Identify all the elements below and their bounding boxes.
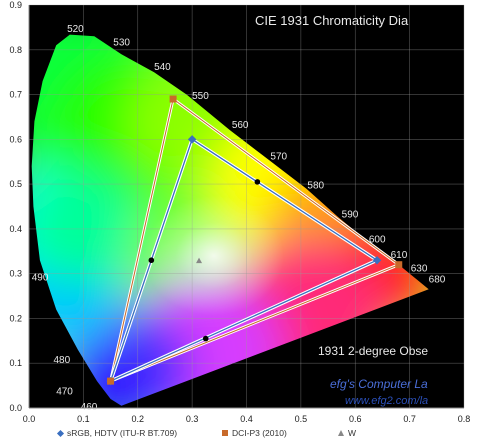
square-icon: [222, 430, 228, 436]
wavelength-label: 570: [270, 151, 287, 162]
legend: sRGB, HDTV (ITU-R BT.709) DCI-P3 (2010) …: [50, 428, 470, 442]
x-tick-label: 0.3: [186, 414, 199, 424]
wavelength-label: 610: [391, 250, 408, 261]
watermark-line-1: efg's Computer La: [330, 377, 428, 391]
triangle-icon: [338, 430, 344, 436]
white-point: [196, 257, 203, 264]
y-tick-label: 0.4: [9, 224, 22, 234]
y-tick-label: 0.2: [9, 313, 22, 323]
grid-lines: [29, 4, 465, 408]
wavelength-label: 550: [192, 91, 209, 102]
wavelength-label: 590: [342, 210, 359, 221]
wavelength-label: 630: [411, 263, 428, 274]
srgb-point: [187, 135, 197, 144]
x-tick-label: 0.0: [23, 414, 36, 424]
diamond-icon: [56, 429, 65, 437]
chart-subtitle: 1931 2-degree Obse: [318, 344, 428, 358]
legend-label-srgb: sRGB, HDTV (ITU-R BT.709): [67, 428, 178, 438]
wavelength-label: 540: [154, 62, 171, 73]
wavelength-label: 490: [32, 272, 49, 283]
x-tick-label: 0.5: [295, 414, 308, 424]
y-tick-label: 0.6: [9, 134, 22, 144]
x-tick-label: 0.6: [349, 414, 362, 424]
dci-p3-point: [107, 377, 115, 385]
wavelength-label: 600: [369, 234, 386, 245]
wavelength-label: 560: [232, 120, 249, 131]
srgb-point: [372, 255, 382, 265]
black-point: [254, 179, 261, 185]
wavelength-label: 480: [53, 355, 70, 366]
y-axis-ticks: 0.0 0.1 0.2 0.3 0.4 0.5 0.6 0.7 0.8 0.9: [9, 0, 22, 413]
y-tick-label: 0.1: [9, 358, 22, 368]
legend-item-srgb: sRGB, HDTV (ITU-R BT.709): [56, 428, 178, 438]
data-points: [106, 95, 403, 386]
x-tick-label: 0.8: [458, 414, 471, 424]
y-tick-label: 0.9: [9, 0, 22, 10]
legend-item-white: W: [338, 428, 356, 438]
watermark-line-2: www.efg2.com/la: [345, 395, 428, 407]
black-point: [148, 257, 155, 264]
y-tick-label: 0.0: [9, 403, 22, 413]
wavelength-label: 530: [113, 37, 130, 48]
legend-label-white: W: [348, 428, 357, 438]
legend-label-dci-p3: DCI-P3 (2010): [232, 428, 287, 438]
black-point: [202, 335, 209, 342]
wavelength-label: 580: [307, 181, 324, 192]
dci-p3-point: [395, 261, 403, 269]
y-tick-label: 0.7: [9, 90, 22, 100]
y-tick-label: 0.3: [9, 269, 22, 279]
dci-p3-point: [169, 95, 177, 103]
y-tick-label: 0.8: [9, 45, 22, 55]
wavelength-label: 470: [56, 387, 73, 398]
white-glow: [143, 195, 284, 316]
x-tick-label: 0.7: [403, 414, 416, 424]
wavelength-label: 680: [429, 275, 446, 286]
x-tick-label: 0.2: [131, 414, 144, 424]
wavelength-label: 520: [67, 24, 84, 35]
legend-item-dci-p3: DCI-P3 (2010): [222, 428, 287, 438]
dci-p3-triangle: [109, 98, 400, 382]
y-tick-label: 0.5: [9, 179, 22, 189]
x-tick-label: 0.4: [240, 414, 253, 424]
x-tick-label: 0.1: [77, 414, 90, 424]
x-axis-ticks: 0.0 0.1 0.2 0.3 0.4 0.5 0.6 0.7 0.8: [23, 414, 471, 424]
chart-title: CIE 1931 Chromaticity Dia: [255, 13, 409, 28]
